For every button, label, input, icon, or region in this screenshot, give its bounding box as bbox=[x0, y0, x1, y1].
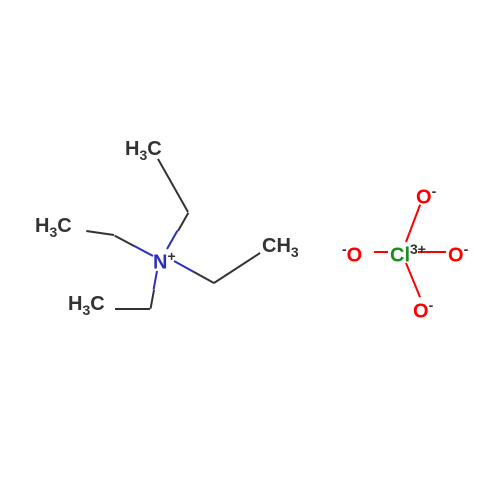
bond bbox=[405, 263, 421, 298]
atom-ch3_left: H3C bbox=[35, 215, 72, 240]
atom-ch3_top: H3C bbox=[125, 138, 162, 163]
bond bbox=[177, 212, 189, 231]
bond bbox=[166, 230, 178, 249]
atom-o_right: O- bbox=[448, 241, 468, 268]
atom-ch3_bl: H3C bbox=[68, 293, 105, 318]
bond bbox=[174, 260, 195, 273]
bond bbox=[405, 205, 421, 243]
atom-ch3_right: CH3 bbox=[262, 235, 299, 260]
atom-n_center: N+ bbox=[153, 248, 176, 275]
bond bbox=[157, 159, 189, 213]
bond bbox=[133, 245, 153, 257]
bond bbox=[374, 251, 388, 253]
atom-o_bottom: O- bbox=[413, 297, 433, 324]
bond bbox=[86, 230, 114, 236]
atom-cl_center: Cl3+ bbox=[390, 241, 426, 268]
bond bbox=[115, 308, 150, 310]
bond bbox=[114, 234, 134, 246]
atom-o_left: -O bbox=[342, 241, 362, 268]
bond bbox=[149, 290, 154, 309]
atom-o_top: O- bbox=[416, 183, 436, 210]
bond bbox=[194, 271, 215, 284]
molecule-diagram: N+ H3C H3C H3C CH3 Cl3+ O- O- O- -O bbox=[0, 0, 500, 500]
bond bbox=[213, 252, 260, 284]
